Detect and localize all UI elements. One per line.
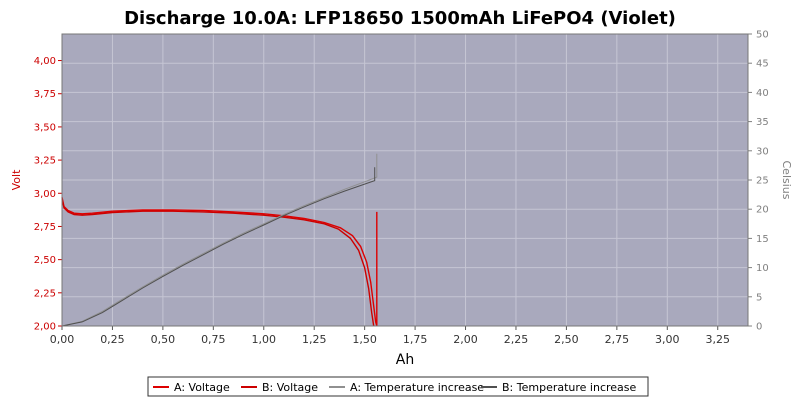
series-line-b-temperature-increase bbox=[61, 167, 376, 327]
left-tick-label: 3,75 bbox=[34, 89, 56, 100]
bottom-tick-label: 2,75 bbox=[605, 333, 630, 346]
right-tick-label: 45 bbox=[756, 59, 769, 70]
left-tick-label: 2,25 bbox=[34, 288, 56, 299]
left-tick-label: 4,00 bbox=[34, 56, 56, 67]
legend-label: A: Temperature increase bbox=[350, 381, 484, 394]
bottom-tick-label: 0,00 bbox=[50, 333, 75, 346]
bottom-tick-label: 0,75 bbox=[201, 333, 226, 346]
right-tick-label: 50 bbox=[756, 30, 769, 41]
bottom-tick-label: 1,25 bbox=[302, 333, 327, 346]
series-line-a-temperature-increase bbox=[61, 153, 378, 327]
left-tick-label: 3,00 bbox=[34, 189, 56, 200]
bottom-tick-label: 1,00 bbox=[252, 333, 277, 346]
right-axis-ticks: 0 5 10 15 20 25 30 35 40 45 50 bbox=[748, 30, 769, 333]
legend-label: B: Voltage bbox=[262, 381, 318, 394]
legend-label: B: Temperature increase bbox=[502, 381, 637, 394]
right-tick-label: 40 bbox=[756, 88, 769, 99]
legend-box bbox=[147, 376, 649, 397]
left-tick-label: 3,25 bbox=[34, 156, 56, 167]
bottom-tick-label: 1,75 bbox=[403, 333, 428, 346]
right-tick-label: 20 bbox=[756, 205, 769, 216]
right-tick-label: 15 bbox=[756, 234, 769, 245]
bottom-tick-label: 1,50 bbox=[352, 333, 377, 346]
bottom-tick-label: 2,00 bbox=[453, 333, 478, 346]
series-line-a-voltage bbox=[61, 197, 378, 327]
bottom-tick-label: 0,50 bbox=[151, 333, 176, 346]
left-tick-label: 2,50 bbox=[34, 255, 56, 266]
bottom-tick-label: 3,00 bbox=[655, 333, 680, 346]
bottom-tick-label: 2,50 bbox=[554, 333, 579, 346]
bottom-tick-label: 2,25 bbox=[504, 333, 529, 346]
bottom-axis-ticks: 0,00 0,25 0,50 0,75 1,00 1,25 1,50 1,75 2,00 2,25… bbox=[50, 326, 730, 346]
bottom-tick-label: 0,25 bbox=[100, 333, 125, 346]
series-line-b-voltage bbox=[61, 198, 375, 327]
y2-axis-label: Celsius bbox=[780, 161, 793, 200]
plot-border bbox=[61, 33, 749, 327]
right-tick-label: 25 bbox=[756, 176, 769, 187]
left-tick-label: 2,75 bbox=[34, 222, 56, 233]
chart-title: Discharge 10.0A: LFP18650 1500mAh LiFePO… bbox=[124, 8, 676, 29]
legend: A: Voltage B: Voltage A: Temperature incre… bbox=[147, 376, 649, 397]
right-tick-label: 5 bbox=[756, 292, 762, 303]
right-tick-label: 30 bbox=[756, 146, 769, 157]
right-tick-label: 0 bbox=[756, 322, 762, 333]
legend-label: A: Voltage bbox=[174, 381, 230, 394]
x-axis-label: Ah bbox=[396, 352, 414, 368]
left-axis-ticks: 2,00 2,25 2,50 2,75 3,00 3,25 3,50 3,75 4,00 bbox=[34, 56, 62, 333]
right-tick-label: 35 bbox=[756, 117, 769, 128]
y-axis-label: Volt bbox=[10, 169, 23, 190]
right-tick-label: 10 bbox=[756, 263, 769, 274]
left-tick-label: 2,00 bbox=[34, 322, 56, 333]
left-tick-label: 3,50 bbox=[34, 122, 56, 133]
bottom-tick-label: 3,25 bbox=[705, 333, 730, 346]
series-layer bbox=[61, 153, 378, 327]
